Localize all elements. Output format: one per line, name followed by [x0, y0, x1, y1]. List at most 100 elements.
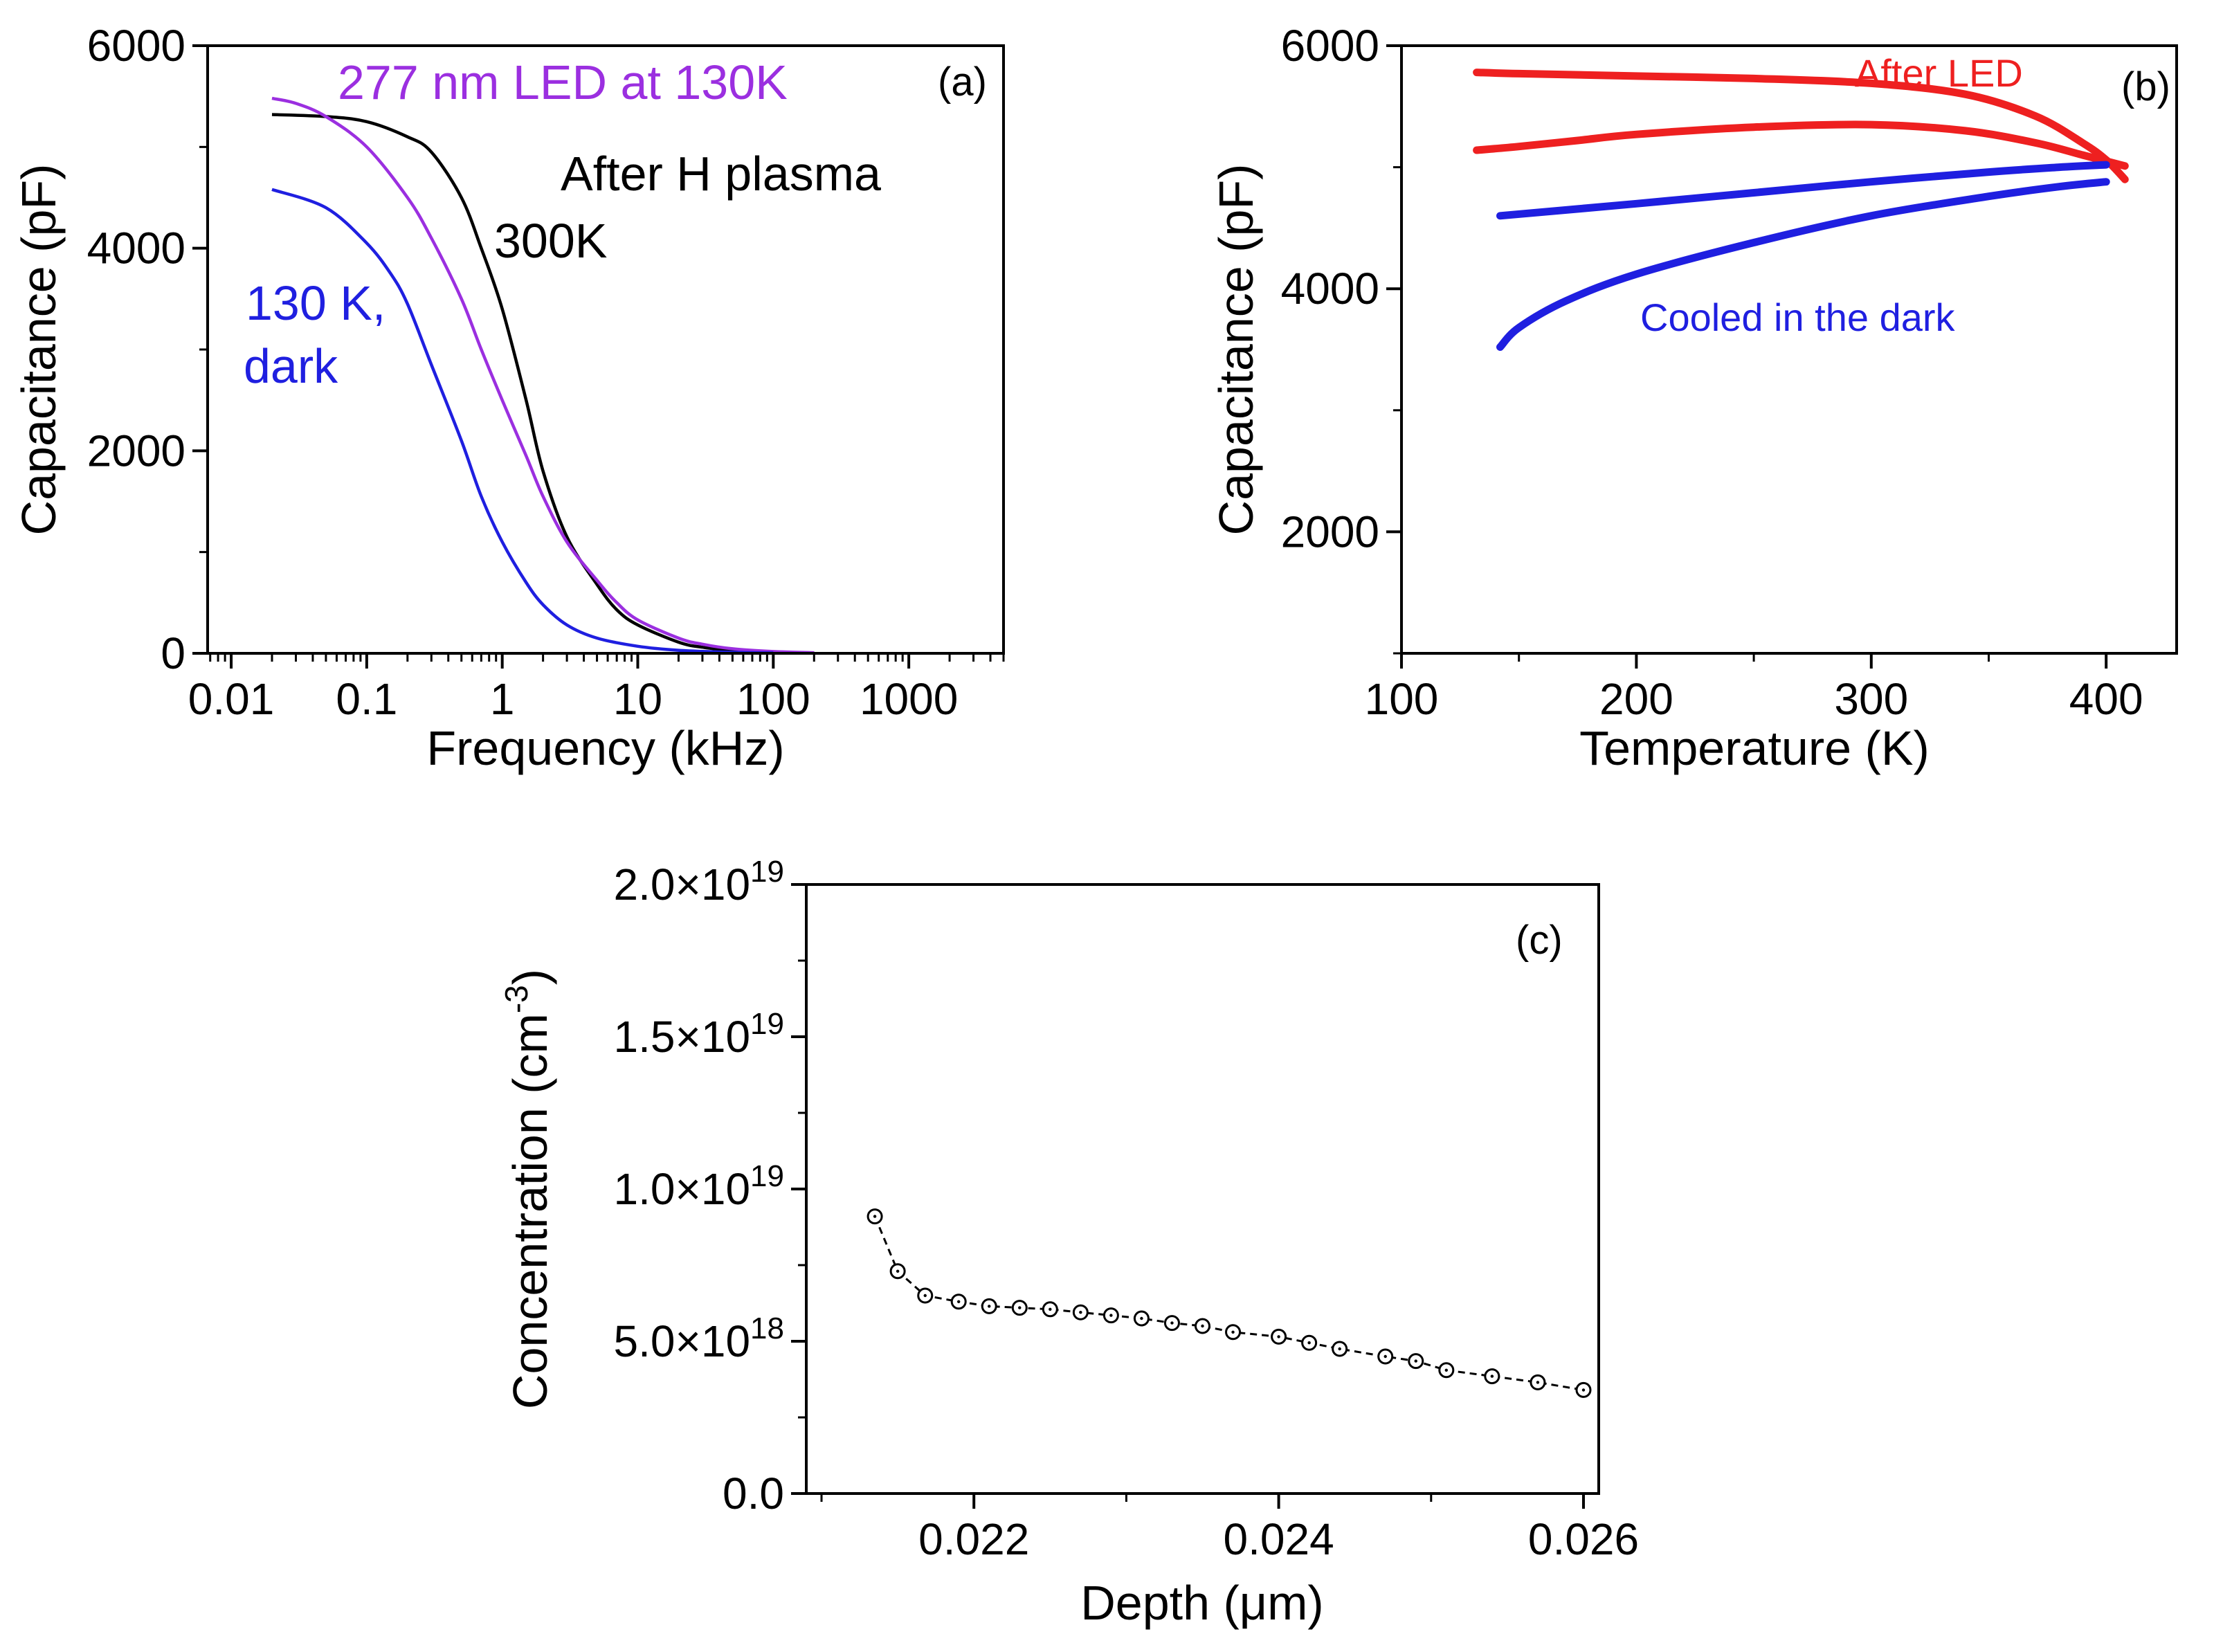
panel-b-series-line-1: [1473, 120, 2129, 170]
panel-c-data-point: [1103, 1307, 1119, 1324]
panel-b-ticks: 100 200 300 400 2000 4000 6000: [1281, 21, 2143, 724]
panel-c-data-point: [1072, 1304, 1089, 1320]
panel-c-data-point-center: [896, 1269, 900, 1273]
panel-b-y-axis-title: Capacitance (pF): [1209, 164, 1263, 536]
panel-c-data-point: [1408, 1353, 1424, 1370]
x-tick-label: 100: [736, 674, 810, 724]
x-tick-label: 0.024: [1224, 1514, 1334, 1564]
y-tick-label: 2000: [1281, 507, 1379, 556]
panel-c-ticks: 0.022 0.024 0.0260.05.0×10181.0×10191.5×10…: [614, 855, 1640, 1564]
panel-c-data-point: [1195, 1318, 1210, 1334]
panel-c-series: [866, 1208, 1592, 1398]
x-tick-label: 10: [613, 674, 662, 724]
panel-a-annotation-300k: 300K: [494, 214, 607, 268]
panel-b-annotation-after-led: After LED: [1855, 51, 2023, 95]
panel-c-data-point-center: [1049, 1307, 1052, 1311]
panel-c-data-point: [1271, 1328, 1287, 1345]
panel-c-data-point: [1484, 1368, 1500, 1385]
panel-c-data-point-center: [988, 1305, 991, 1308]
panel-c-data-point: [1377, 1348, 1394, 1365]
panel-c-data-point-center: [1338, 1347, 1341, 1351]
panel-c-data-point: [981, 1298, 997, 1314]
panel-b-annotation-cooled-dark: Cooled in the dark: [1640, 296, 1956, 339]
panel-c-data-point-center: [873, 1215, 877, 1218]
panel-b-x-axis-title: Temperature (K): [1579, 721, 1930, 775]
panel-c-x-axis-title: Depth (μm): [1080, 1576, 1324, 1630]
panel-b-series-line-0: [1473, 69, 2129, 183]
panel-c-series-line: [873, 1216, 1584, 1391]
panel-a-ticks: 0.01 0.1 1 10 100 1000 0 2000 4000 6000: [87, 21, 1005, 724]
panel-c-data-point: [917, 1287, 934, 1304]
panel-c-data-point-center: [923, 1294, 927, 1298]
panel-c-data-point-center: [1307, 1341, 1311, 1345]
panel-c-data-point-center: [1170, 1321, 1174, 1325]
y-tick-label-exponent: 19: [750, 1007, 784, 1041]
panel-c-data-point-center: [1414, 1359, 1417, 1363]
panel-c-data-point-center: [956, 1300, 961, 1304]
y-tick-label: 4000: [87, 224, 185, 273]
y-tick-label: 6000: [1281, 21, 1379, 71]
panel-c-data-point-center: [1490, 1374, 1494, 1378]
panel-c-data-point: [1042, 1301, 1058, 1318]
panel-c-data-point-center: [1079, 1311, 1082, 1314]
y-tick-label: 5.0×1018: [614, 1311, 784, 1366]
panel-a-x-axis-title: Frequency (kHz): [426, 721, 784, 775]
panel-c-data-point: [1133, 1310, 1150, 1327]
panel-c-data-point-center: [1018, 1306, 1022, 1309]
panel-c-y-axis-title: Concentration (cm-3): [498, 969, 557, 1409]
panel-c-data-point: [950, 1294, 967, 1310]
y-tick-label: 6000: [87, 21, 185, 71]
panel-c-data-point: [1575, 1381, 1592, 1398]
panel-a-series-line-1: [271, 96, 815, 655]
panel-a-series-line-2: [271, 188, 774, 655]
panel-c-data-point-center: [1201, 1324, 1204, 1328]
panel-c-data-point-center: [1444, 1368, 1449, 1372]
panel-a-series-line-0: [271, 113, 815, 655]
y-tick-label-mantissa: 1.5×10: [614, 1012, 751, 1062]
panel-c-y-axis-title-sup: -3: [498, 985, 534, 1013]
panel-b-temperature-chart: 100 200 300 400 2000 4000 6000 (b) Temperature…: [1209, 21, 2178, 775]
x-tick-label: 300: [1834, 674, 1908, 724]
panel-c-data-point: [1301, 1334, 1318, 1351]
x-tick-label: 200: [1599, 674, 1673, 724]
y-tick-label: 2.0×1019: [614, 855, 784, 909]
panel-c-data-point: [866, 1208, 883, 1225]
y-tick-label-exponent: 19: [750, 1159, 784, 1193]
panel-b-series: [1473, 69, 2129, 351]
panel-c-data-point: [1225, 1324, 1242, 1341]
panel-c-data-point-center: [1383, 1354, 1387, 1359]
panel-c-y-axis-title-close: ): [503, 969, 557, 985]
panel-c-data-point-center: [1536, 1381, 1540, 1384]
panel-c-data-point: [1163, 1315, 1180, 1332]
x-tick-label: 400: [2069, 674, 2143, 724]
panel-c-data-point: [1011, 1300, 1028, 1316]
panel-a-series: [271, 96, 815, 655]
panel-c-y-axis-title-base: Concentration (cm: [503, 1013, 557, 1409]
panel-c-data-point: [889, 1263, 906, 1280]
x-tick-label: 1000: [860, 674, 958, 724]
x-tick-label: 0.1: [336, 674, 397, 724]
y-tick-label: 4000: [1281, 264, 1379, 314]
panel-c-data-point-center: [1109, 1314, 1113, 1317]
panel-a-annotation-dark: dark: [244, 339, 338, 393]
y-tick-label-mantissa: 2.0×10: [614, 860, 751, 909]
panel-a-annotation-led: 277 nm LED at 130K: [338, 55, 788, 109]
panel-c-data-point-center: [1231, 1330, 1235, 1334]
y-tick-label-mantissa: 1.0×10: [614, 1164, 751, 1214]
panel-b-series-line-2: [1496, 161, 2110, 220]
panel-c-data-point-center: [1277, 1335, 1280, 1338]
y-tick-label-mantissa: 5.0×10: [614, 1316, 751, 1366]
x-tick-label: 0.026: [1528, 1514, 1639, 1564]
panel-c-data-point-center: [1140, 1316, 1143, 1320]
x-tick-label: 0.01: [188, 674, 275, 724]
panel-c-label: (c): [1516, 918, 1563, 963]
y-tick-label-exponent: 19: [750, 855, 784, 889]
x-tick-label: 0.022: [918, 1514, 1029, 1564]
y-tick-label: 2000: [87, 426, 185, 475]
y-tick-label-exponent: 18: [750, 1311, 784, 1345]
panel-c-data-point-center: [1581, 1388, 1586, 1392]
panel-c-concentration-chart: 0.022 0.024 0.0260.05.0×10181.0×10191.5×10…: [498, 855, 1639, 1630]
panel-b-series-line-3: [1496, 178, 2110, 351]
y-tick-label: 0.0: [723, 1469, 784, 1518]
y-tick-label: 1.5×1019: [614, 1007, 784, 1062]
